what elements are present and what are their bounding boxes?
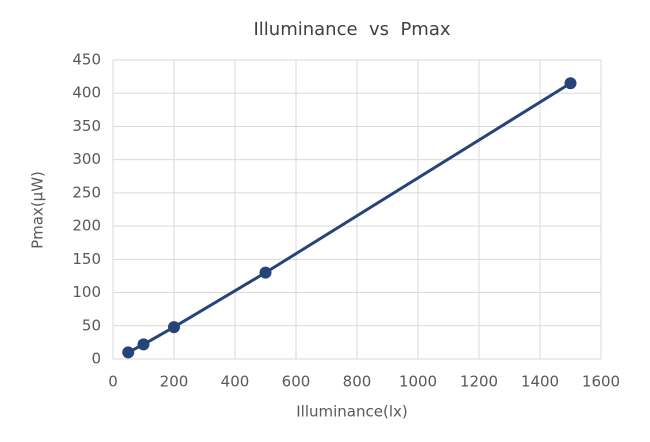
- y-tick-label: 0: [91, 350, 101, 368]
- point: [122, 346, 135, 359]
- grid: [112, 59, 602, 360]
- x-tick-label: 1400: [521, 373, 559, 391]
- point: [259, 266, 272, 279]
- x-axis-label: Illuminance(lx): [296, 403, 407, 421]
- x-tick-label: 600: [282, 373, 311, 391]
- y-tick-label: 100: [72, 283, 101, 301]
- y-tick-label: 250: [72, 183, 101, 201]
- x-tick-label: 1600: [582, 373, 620, 391]
- plot: [122, 77, 577, 359]
- x-tick-label: 800: [343, 373, 372, 391]
- x-tick-label: 0: [108, 373, 118, 391]
- y-tick-label: 350: [72, 117, 101, 135]
- x-tick-label: 1000: [399, 373, 437, 391]
- point: [168, 321, 180, 334]
- chart-title: Illuminance vs Pmax: [253, 19, 450, 40]
- x-tick-label: 400: [221, 373, 250, 391]
- y-tick-label: 150: [72, 250, 101, 268]
- x-tick-label: 1200: [460, 373, 498, 391]
- y-tick-label: 300: [72, 150, 101, 168]
- y-tick-label: 450: [72, 51, 101, 69]
- point: [137, 338, 150, 351]
- y-axis-label: Pmax(μW): [29, 171, 47, 249]
- y-tick-label: 400: [72, 84, 101, 102]
- y-tick-label: 50: [82, 316, 101, 334]
- x-tick-label: 200: [160, 373, 189, 391]
- point: [564, 77, 577, 90]
- y-tick-label: 200: [72, 217, 101, 235]
